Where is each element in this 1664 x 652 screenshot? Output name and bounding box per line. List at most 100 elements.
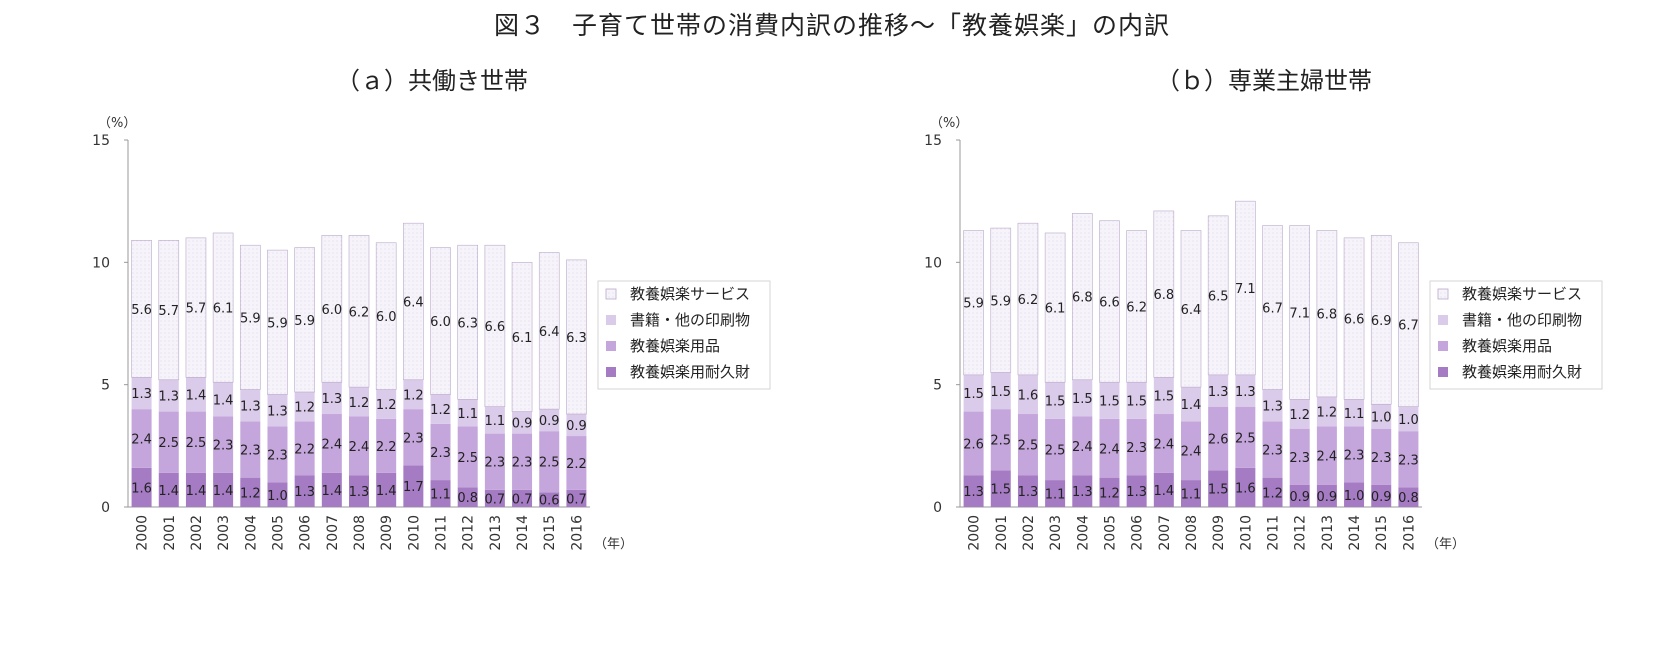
dual-income-bar-durable-2005 bbox=[267, 482, 288, 507]
dual-income-legend-label: 書籍・他の印刷物 bbox=[630, 311, 750, 329]
housewife-legend-label: 教養娯楽用耐久財 bbox=[1462, 363, 1582, 381]
housewife-legend-swatch-books bbox=[1438, 315, 1448, 325]
housewife-data-label: 2.6 bbox=[1208, 432, 1229, 447]
dual-income-data-label: 2.5 bbox=[539, 456, 560, 471]
chart-housewife-svg: （ｂ）専業主婦世帯 （%） 0 5 10 15 1.3 2.6 1.5 5.9 2000 1.5 2.5… bbox=[924, 67, 1603, 552]
dual-income-bar-goods-2013 bbox=[484, 433, 505, 490]
housewife-data-label: 2.3 bbox=[1126, 441, 1147, 456]
housewife-bar-books-2011 bbox=[1262, 389, 1283, 422]
dual-income-data-label: 5.9 bbox=[267, 316, 288, 331]
dual-income-bar-durable-2004 bbox=[240, 477, 261, 507]
dual-income-data-label: 0.7 bbox=[485, 492, 506, 507]
housewife-x-tick-label: 2015 bbox=[1374, 515, 1390, 551]
dual-income-data-label: 6.4 bbox=[539, 325, 560, 340]
housewife-bar-goods-2008 bbox=[1181, 421, 1201, 481]
housewife-data-label: 1.5 bbox=[1099, 395, 1120, 410]
housewife-data-label: 1.5 bbox=[990, 385, 1011, 400]
housewife-data-label: 1.1 bbox=[1344, 407, 1365, 422]
dual-income-data-label: 2.4 bbox=[131, 432, 152, 447]
housewife-data-label: 1.0 bbox=[1344, 489, 1365, 504]
housewife-data-label: 2.4 bbox=[1099, 442, 1120, 457]
housewife-data-label: 1.0 bbox=[1398, 413, 1419, 428]
dual-income-data-label: 6.6 bbox=[485, 320, 506, 335]
housewife-data-label: 1.3 bbox=[1262, 399, 1283, 414]
housewife-data-label: 6.4 bbox=[1181, 303, 1202, 318]
dual-income-data-label: 1.3 bbox=[321, 392, 342, 407]
dual-income-x-tick-label: 2008 bbox=[352, 515, 368, 551]
housewife-bar-books-2015 bbox=[1371, 404, 1392, 429]
dual-income-legend-swatch-service bbox=[605, 288, 617, 300]
housewife-x-tick-label: 2011 bbox=[1266, 515, 1282, 551]
housewife-bar-service-2012 bbox=[1289, 225, 1311, 400]
housewife-bar-durable-2001 bbox=[990, 470, 1011, 507]
housewife-data-label: 6.8 bbox=[1072, 291, 1093, 306]
housewife-bar-books-2005 bbox=[1099, 382, 1120, 419]
housewife-bar-goods-2001 bbox=[990, 409, 1011, 471]
housewife-bar-books-2016 bbox=[1398, 406, 1419, 432]
housewife-data-label: 6.8 bbox=[1153, 288, 1174, 303]
dual-income-bar-service-2004 bbox=[239, 244, 261, 390]
housewife-data-label: 1.4 bbox=[1153, 484, 1174, 499]
dual-income-bar-service-2013 bbox=[484, 244, 506, 407]
dual-income-legend-swatch-books bbox=[606, 315, 616, 325]
housewife-bar-durable-2009 bbox=[1208, 470, 1229, 507]
dual-income-y-tick-label: 10 bbox=[92, 255, 110, 271]
housewife-bar-durable-2000 bbox=[963, 475, 984, 507]
dual-income-data-label: 1.2 bbox=[403, 388, 424, 403]
housewife-bar-service-2010 bbox=[1235, 200, 1256, 376]
dual-income-x-tick-label: 2003 bbox=[216, 515, 232, 551]
dual-income-y-tick-label: 0 bbox=[101, 500, 110, 516]
dual-income-data-label: 1.4 bbox=[213, 484, 234, 499]
housewife-legend-box bbox=[1429, 280, 1603, 390]
housewife-bar-goods-2004 bbox=[1072, 416, 1093, 476]
housewife-legend-swatch-service bbox=[1437, 288, 1449, 300]
dual-income-data-label: 2.4 bbox=[349, 440, 370, 455]
housewife-data-label: 7.1 bbox=[1289, 306, 1310, 321]
dual-income-x-tick-label: 2001 bbox=[162, 515, 178, 551]
dual-income-bar-durable-2007 bbox=[321, 472, 342, 507]
dual-income-x-tick-label: 2014 bbox=[515, 515, 531, 551]
housewife-x-tick-label: 2009 bbox=[1211, 515, 1227, 551]
dual-income-bar-goods-2011 bbox=[430, 423, 451, 481]
housewife-data-label: 1.5 bbox=[1153, 390, 1174, 405]
housewife-data-label: 1.4 bbox=[1181, 398, 1202, 413]
housewife-bar-books-2008 bbox=[1181, 387, 1201, 422]
housewife-bar-books-2012 bbox=[1289, 399, 1310, 429]
dual-income-data-label: 5.9 bbox=[240, 311, 261, 326]
housewife-data-label: 2.3 bbox=[1262, 444, 1283, 459]
dual-income-bar-service-2000 bbox=[131, 240, 152, 378]
housewife-data-label: 6.7 bbox=[1262, 302, 1283, 317]
dual-income-data-label: 0.9 bbox=[566, 419, 587, 434]
dual-income-data-label: 1.3 bbox=[267, 404, 288, 419]
dual-income-bar-durable-2002 bbox=[185, 472, 206, 507]
dual-income-bar-books-2000 bbox=[131, 377, 152, 410]
housewife-bar-durable-2014 bbox=[1344, 482, 1365, 507]
housewife-data-label: 6.6 bbox=[1099, 295, 1120, 310]
housewife-bar-durable-2002 bbox=[1017, 475, 1038, 507]
dual-income-x-tick-label: 2015 bbox=[542, 515, 558, 551]
dual-income-bar-books-2012 bbox=[457, 399, 478, 427]
housewife-bar-goods-2002 bbox=[1017, 414, 1038, 476]
housewife-x-tick-label: 2007 bbox=[1157, 515, 1173, 551]
dual-income-data-label: 6.0 bbox=[376, 310, 397, 325]
dual-income-data-label: 5.9 bbox=[294, 314, 315, 329]
dual-income-data-label: 0.9 bbox=[512, 417, 533, 432]
dual-income-bar-service-2003 bbox=[212, 232, 234, 383]
dual-income-y-tick-label: 15 bbox=[92, 133, 110, 149]
housewife-bar-durable-2008 bbox=[1181, 480, 1201, 507]
housewife-bar-books-2000 bbox=[963, 374, 984, 412]
dual-income-legend-box bbox=[597, 280, 771, 390]
housewife-data-label: 6.1 bbox=[1045, 302, 1066, 317]
housewife-y-tick-label: 15 bbox=[924, 133, 942, 149]
housewife-x-tick-label: 2004 bbox=[1075, 515, 1091, 551]
dual-income-bar-books-2015 bbox=[539, 409, 560, 432]
dual-income-data-label: 1.2 bbox=[294, 401, 315, 416]
dual-income-data-label: 2.3 bbox=[485, 456, 506, 471]
dual-income-bar-goods-2003 bbox=[213, 416, 234, 473]
housewife-data-label: 0.8 bbox=[1398, 491, 1419, 506]
dual-income-bar-goods-2008 bbox=[349, 416, 369, 476]
dual-income-legend-label: 教養娯楽サービス bbox=[630, 285, 750, 303]
dual-income-data-label: 6.1 bbox=[512, 331, 533, 346]
dual-income-x-tick-label: 2010 bbox=[406, 515, 422, 551]
housewife-data-label: 1.0 bbox=[1371, 410, 1392, 425]
